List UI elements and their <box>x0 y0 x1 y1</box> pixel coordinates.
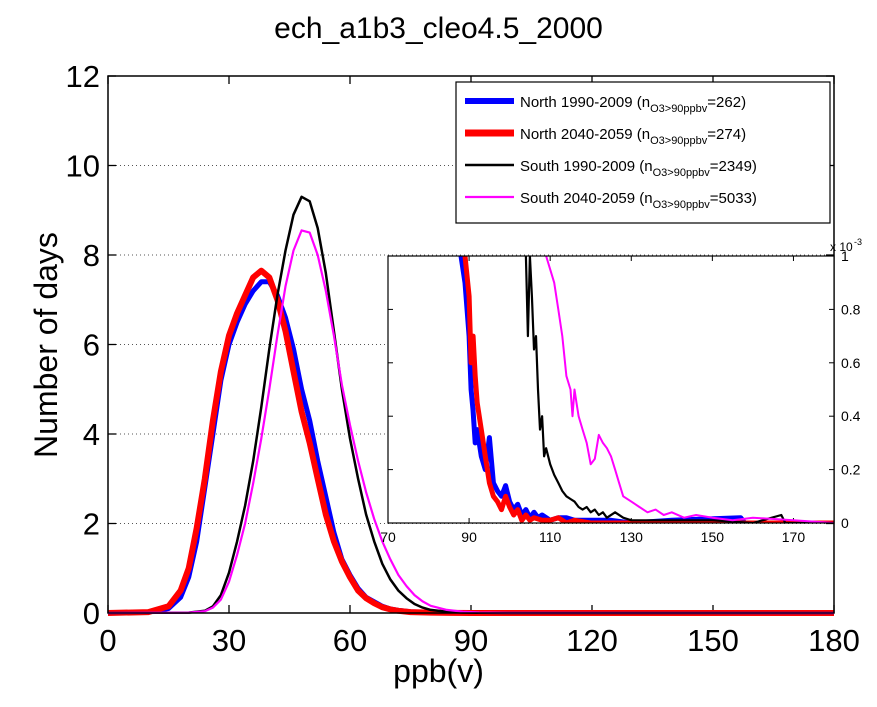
legend-text: South 2040-2059 (n <box>520 190 653 207</box>
legend-count: =5033) <box>710 190 757 207</box>
inset-plot-area <box>388 256 834 523</box>
legend-entry-3: South 1990-2009 (nO3>90ppbv=2349) <box>520 158 757 179</box>
legend-subscript: O3>90ppbv <box>650 135 708 147</box>
chart-title: ech_a1b3_cleo4.5_2000 <box>274 12 603 45</box>
y-tick-label: 8 <box>83 238 100 273</box>
inset-x-tick-label: 130 <box>620 529 644 545</box>
legend-subscript: O3>90ppbv <box>653 199 711 211</box>
y-tick-label: 12 <box>66 59 100 94</box>
y-tick-label: 0 <box>83 596 100 631</box>
inset-series-line-4 <box>545 256 834 523</box>
legend-entry-1: North 1990-2009 (nO3>90ppbv=262) <box>520 94 746 115</box>
inset-x-tick-label: 170 <box>782 529 806 545</box>
inset-frame <box>387 255 835 524</box>
x-tick-label: 30 <box>212 623 246 658</box>
y-tick-label: 6 <box>83 328 100 363</box>
inset-y-tick-label: 0 <box>841 515 849 531</box>
inset-y-tick-label: 0.6 <box>841 355 861 371</box>
inset-series-line-3 <box>524 256 834 523</box>
legend-text: North 1990-2009 (n <box>520 94 650 111</box>
x-tick-label: 0 <box>99 623 116 658</box>
legend-entry-2: North 2040-2059 (nO3>90ppbv=274) <box>520 126 746 147</box>
inset-y-tick-label: 0.8 <box>841 301 861 317</box>
inset-y-scale-label: x 10 <box>830 240 853 254</box>
series-line-2 <box>107 267 834 616</box>
legend-entry-4: South 2040-2059 (nO3>90ppbv=5033) <box>520 190 757 211</box>
y-tick-label: 10 <box>66 149 100 184</box>
y-tick-label: 4 <box>83 417 100 452</box>
series-line-4 <box>107 229 835 615</box>
inset-series-line-2 <box>462 256 834 523</box>
x-tick-label: 90 <box>454 623 488 658</box>
legend-text: North 2040-2059 (n <box>520 126 650 143</box>
inset-x-tick-label: 90 <box>461 529 477 545</box>
inset-x-tick-label: 70 <box>380 529 396 545</box>
x-tick-label: 180 <box>808 623 860 658</box>
inset-x-tick-label: 150 <box>701 529 725 545</box>
legend-subscript: O3>90ppbv <box>653 167 711 179</box>
legend-count: =262) <box>707 94 746 111</box>
inset-y-tick-label: 0.2 <box>841 462 861 478</box>
inset-y-scale-exponent: -3 <box>854 237 862 247</box>
inset-y-tick-label: 1 <box>841 248 849 264</box>
inset-x-tick-label: 110 <box>539 529 562 545</box>
x-axis-label: ppb(v) <box>393 653 484 689</box>
legend-box <box>455 81 831 224</box>
x-tick-label: 150 <box>687 623 739 658</box>
x-tick-label: 60 <box>333 623 367 658</box>
legend-text: South 1990-2009 (n <box>520 158 653 175</box>
legend-subscript: O3>90ppbv <box>650 103 708 115</box>
series-line-3 <box>107 195 834 615</box>
legend-count: =2349) <box>710 158 757 175</box>
legend-count: =274) <box>707 126 746 143</box>
x-tick-label: 120 <box>566 623 618 658</box>
y-tick-label: 2 <box>83 507 100 542</box>
inset-y-tick-label: 0.4 <box>841 408 861 424</box>
inset-series-group <box>458 256 834 523</box>
